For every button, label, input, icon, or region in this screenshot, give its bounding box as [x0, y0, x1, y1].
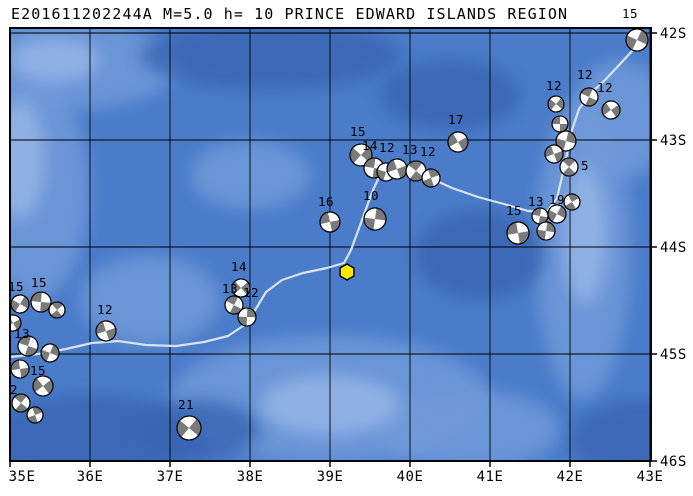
focal-mechanism — [563, 193, 581, 211]
lon-label: 43E — [637, 469, 664, 485]
map-area — [10, 28, 651, 461]
depth-label: 12 — [577, 67, 593, 82]
depth-label: 14 — [362, 138, 378, 153]
lon-label: 35E — [9, 469, 36, 485]
lon-label: 37E — [157, 469, 184, 485]
focal-mechanism — [559, 157, 579, 177]
focal-mechanism — [601, 100, 621, 120]
bathymetry-patch — [380, 390, 560, 461]
depth-label: 13 — [528, 194, 544, 209]
bathymetry-patch — [140, 28, 400, 90]
lat-label: 44S — [660, 240, 687, 256]
lon-label: 38E — [237, 469, 264, 485]
focal-mechanism — [506, 221, 530, 245]
depth-label: 15 — [30, 363, 46, 378]
depth-label: 12 — [243, 285, 259, 300]
focal-mechanism — [386, 158, 408, 180]
focal-mechanism — [547, 204, 567, 224]
focal-mechanism — [17, 335, 39, 357]
depth-label: 5 — [581, 158, 589, 173]
depth-label: 15 — [31, 275, 47, 290]
focal-mechanism — [536, 221, 556, 241]
lat-label: 43S — [660, 133, 687, 149]
lon-label: 39E — [317, 469, 344, 485]
focal-mechanism — [625, 28, 649, 52]
depth-label: 2 — [10, 382, 18, 397]
map-title: E201611202244A M=5.0 h= 10 PRINCE EDWARD… — [11, 5, 569, 23]
lat-label: 45S — [660, 347, 687, 363]
lat-label: 42S — [660, 26, 687, 42]
bathymetry-patch — [570, 400, 651, 461]
lon-label: 42E — [557, 469, 584, 485]
depth-label: 10 — [363, 188, 379, 203]
depth-label: 12 — [97, 302, 113, 317]
depth-label: 13 — [402, 142, 418, 157]
depth-label: 13 — [14, 326, 30, 341]
depth-label: 16 — [318, 194, 334, 209]
depth-label: 19 — [549, 192, 565, 207]
bathymetry-patch — [80, 255, 220, 345]
depth-label: 15 — [8, 279, 24, 294]
focal-mechanism — [421, 168, 441, 188]
depth-label: 12 — [420, 144, 436, 159]
depth-label: 12 — [546, 78, 562, 93]
depth-label: 12 — [597, 80, 613, 95]
event-marker — [339, 263, 355, 281]
focal-mechanism — [176, 415, 202, 441]
bathymetry-patch — [415, 210, 545, 300]
lon-label: 36E — [77, 469, 104, 485]
focal-mechanism — [10, 359, 30, 379]
focal-mechanism — [363, 207, 387, 231]
bathymetry-patch — [10, 38, 100, 82]
lon-label: 41E — [477, 469, 504, 485]
axes: 35E 36E 37E 38E 39E 40E 41E 42E 43E 42S 43S 44S 45S 4… — [9, 26, 687, 485]
focal-mechanism — [579, 87, 599, 107]
bathymetry-patch — [10, 100, 45, 220]
bathymetry-patch — [380, 60, 520, 130]
focal-mechanism — [319, 211, 341, 233]
lon-label: 40E — [397, 469, 424, 485]
depth-label: 15 — [506, 203, 522, 218]
focal-mechanism — [447, 131, 469, 153]
focal-mechanism — [10, 314, 22, 332]
focal-mechanism — [544, 144, 564, 164]
depth-label: 14 — [231, 259, 247, 274]
depth-label: 15 — [350, 124, 366, 139]
focal-mechanism — [95, 320, 117, 342]
focal-mechanism — [11, 393, 31, 413]
lat-label: 46S — [660, 454, 687, 470]
depth-label: 17 — [448, 112, 464, 127]
focal-mechanism — [555, 130, 577, 152]
focal-mechanism — [231, 278, 251, 298]
focal-mechanism — [30, 291, 52, 313]
focal-mechanism — [32, 375, 54, 397]
focal-mechanism — [48, 301, 66, 319]
depth-label: 21 — [178, 397, 194, 412]
focal-mechanism — [26, 406, 44, 424]
focal-mechanism — [551, 115, 569, 133]
depth-label: 15 — [622, 6, 638, 21]
focal-mechanism — [224, 295, 244, 315]
depth-label: 13 — [222, 281, 238, 296]
depth-label: 12 — [379, 140, 395, 155]
focal-mechanism — [531, 207, 549, 225]
focal-mechanism — [547, 95, 565, 113]
focal-mechanism — [10, 294, 30, 314]
focal-mechanism — [40, 343, 60, 363]
focal-mechanism — [237, 307, 257, 327]
